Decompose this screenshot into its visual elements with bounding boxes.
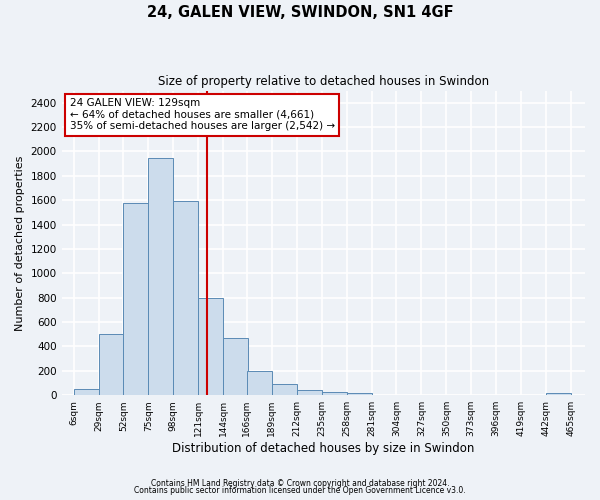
Bar [74, 389, 98, 395]
Bar [223, 338, 248, 395]
Bar [198, 298, 223, 395]
Bar [173, 202, 198, 395]
Bar [98, 334, 124, 395]
X-axis label: Distribution of detached houses by size in Swindon: Distribution of detached houses by size … [172, 442, 475, 455]
Bar [297, 390, 322, 395]
Bar [322, 392, 347, 395]
Bar [124, 202, 148, 395]
Title: Size of property relative to detached houses in Swindon: Size of property relative to detached ho… [158, 75, 489, 88]
Bar [247, 371, 272, 395]
Bar [272, 384, 297, 395]
Y-axis label: Number of detached properties: Number of detached properties [15, 155, 25, 330]
Text: 24, GALEN VIEW, SWINDON, SN1 4GF: 24, GALEN VIEW, SWINDON, SN1 4GF [146, 5, 454, 20]
Text: 24 GALEN VIEW: 129sqm
← 64% of detached houses are smaller (4,661)
35% of semi-d: 24 GALEN VIEW: 129sqm ← 64% of detached … [70, 98, 335, 132]
Bar [347, 393, 371, 395]
Text: Contains HM Land Registry data © Crown copyright and database right 2024.: Contains HM Land Registry data © Crown c… [151, 478, 449, 488]
Bar [546, 393, 571, 395]
Text: Contains public sector information licensed under the Open Government Licence v3: Contains public sector information licen… [134, 486, 466, 495]
Bar [148, 158, 173, 395]
